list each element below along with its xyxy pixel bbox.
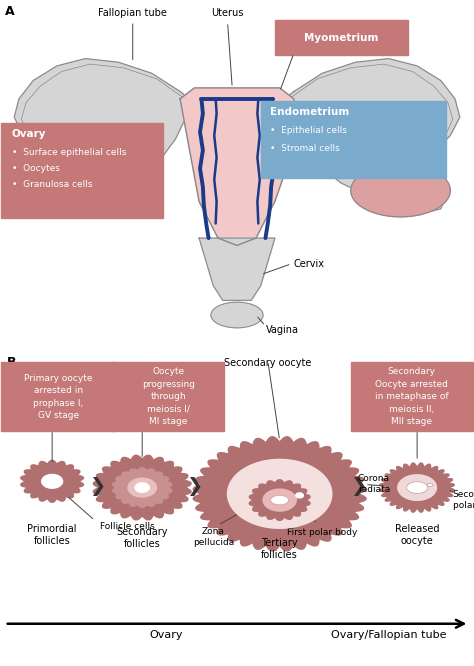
Polygon shape	[128, 478, 156, 497]
Text: Fallopian tube: Fallopian tube	[98, 8, 167, 59]
Text: •  Oocytes: • Oocytes	[12, 164, 60, 173]
Polygon shape	[93, 456, 191, 520]
Polygon shape	[263, 489, 296, 511]
FancyBboxPatch shape	[261, 101, 446, 178]
Polygon shape	[351, 164, 450, 217]
FancyBboxPatch shape	[112, 362, 224, 432]
Polygon shape	[380, 463, 455, 512]
Text: Zona
pellucida: Zona pellucida	[192, 527, 234, 547]
FancyBboxPatch shape	[1, 362, 115, 432]
Text: Vagina: Vagina	[265, 324, 299, 335]
Text: First polar body: First polar body	[287, 528, 357, 537]
Text: Cervix: Cervix	[294, 258, 325, 269]
Text: A: A	[5, 5, 14, 19]
Text: ❯: ❯	[89, 476, 105, 496]
Polygon shape	[180, 88, 294, 245]
Text: Endometrium: Endometrium	[270, 107, 349, 117]
Polygon shape	[199, 238, 275, 300]
Polygon shape	[296, 493, 303, 498]
Text: ❯: ❯	[186, 476, 202, 496]
Polygon shape	[42, 474, 63, 488]
Ellipse shape	[427, 484, 433, 487]
Text: Myometrium: Myometrium	[304, 33, 378, 43]
Polygon shape	[113, 468, 172, 507]
Text: Tertiary
follicles: Tertiary follicles	[261, 537, 298, 560]
Polygon shape	[249, 480, 310, 520]
Text: Ovary/Fallopian tube: Ovary/Fallopian tube	[331, 629, 447, 640]
Text: ❯: ❯	[350, 476, 366, 496]
Text: Corona
radiata: Corona radiata	[358, 474, 390, 494]
Text: Secondary
Oocyte arrested
in metaphase of
meiosis II,
MII stage: Secondary Oocyte arrested in metaphase o…	[374, 368, 448, 426]
Text: Ovary: Ovary	[149, 629, 182, 640]
Text: Follicle cells: Follicle cells	[100, 522, 155, 531]
Polygon shape	[398, 475, 437, 500]
Text: Uterus: Uterus	[211, 8, 244, 19]
Text: Secondary oocyte: Secondary oocyte	[224, 358, 311, 368]
FancyBboxPatch shape	[351, 362, 473, 432]
Polygon shape	[284, 59, 460, 212]
Text: Ovary: Ovary	[12, 129, 46, 139]
Ellipse shape	[211, 302, 263, 328]
Ellipse shape	[271, 496, 289, 505]
Polygon shape	[193, 437, 366, 551]
Text: Second
polar body: Second polar body	[453, 490, 474, 510]
FancyBboxPatch shape	[275, 20, 408, 55]
Polygon shape	[135, 483, 149, 492]
Text: Primary oocyte
arrested in
prophase I,
GV stage: Primary oocyte arrested in prophase I, G…	[24, 374, 92, 420]
FancyBboxPatch shape	[1, 123, 163, 218]
Text: •  Epithelial cells: • Epithelial cells	[270, 125, 347, 135]
Text: B: B	[7, 356, 17, 369]
Text: •  Granulosa cells: • Granulosa cells	[12, 180, 92, 190]
Text: •  Surface epithelial cells: • Surface epithelial cells	[12, 147, 126, 157]
Text: Oocyte
progressing
through
meiosis I/
MI stage: Oocyte progressing through meiosis I/ MI…	[142, 368, 195, 426]
Polygon shape	[21, 460, 83, 502]
Text: •  Stromal cells: • Stromal cells	[270, 144, 340, 153]
Polygon shape	[228, 460, 332, 528]
Text: Secondary
follicles: Secondary follicles	[117, 527, 168, 549]
Polygon shape	[24, 164, 123, 217]
Polygon shape	[14, 59, 190, 212]
Text: Primordial
follicles: Primordial follicles	[27, 523, 77, 546]
Text: Released
oocyte: Released oocyte	[395, 523, 439, 546]
Ellipse shape	[407, 482, 428, 494]
